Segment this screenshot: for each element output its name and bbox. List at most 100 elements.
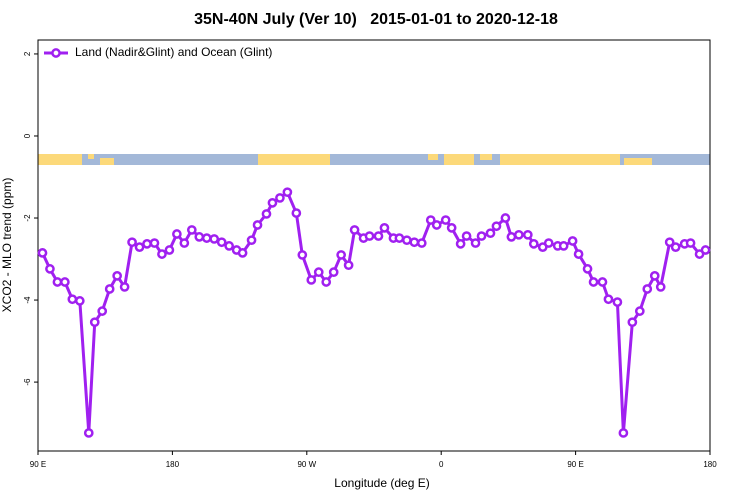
point [416, 238, 427, 248]
point [97, 306, 108, 316]
point [685, 238, 696, 248]
point [514, 229, 524, 240]
point [291, 208, 302, 218]
point [164, 245, 175, 255]
y-tick-label: -4 [23, 296, 32, 304]
point [186, 225, 197, 235]
point [379, 223, 390, 233]
land-band [624, 158, 652, 165]
point [522, 229, 533, 240]
point [649, 271, 660, 281]
land-band [38, 154, 82, 165]
point [83, 428, 94, 438]
point [313, 267, 324, 278]
point [528, 239, 539, 249]
point [603, 294, 614, 305]
point [321, 277, 332, 287]
point [267, 197, 278, 208]
point [612, 297, 623, 307]
point [402, 235, 412, 246]
point [89, 317, 100, 328]
y-tick-label: 0 [23, 133, 32, 138]
point [373, 231, 384, 241]
point [700, 245, 711, 255]
point [52, 277, 63, 287]
legend-label: Land (Nadir&Glint) and Ocean (Glint) [75, 45, 272, 59]
legend-marker [51, 48, 61, 58]
point [104, 284, 115, 294]
point [216, 237, 227, 248]
point [394, 233, 405, 243]
point [627, 317, 638, 328]
point [558, 241, 569, 251]
point [179, 238, 190, 248]
point [491, 221, 502, 232]
land-band [88, 154, 94, 159]
point [237, 248, 248, 258]
point [500, 213, 511, 223]
point [201, 233, 212, 243]
land-band [480, 154, 492, 160]
land-band [100, 158, 114, 165]
point [45, 264, 55, 274]
point [440, 215, 451, 225]
point [655, 282, 666, 292]
point [149, 238, 160, 248]
point [573, 249, 584, 259]
point [425, 215, 436, 225]
point [336, 250, 346, 260]
point [172, 229, 182, 239]
land-ocean-strip [38, 154, 710, 165]
point [328, 267, 339, 278]
plot-frame [37, 39, 711, 452]
point [349, 225, 360, 235]
land-band [500, 154, 620, 165]
point [112, 271, 122, 281]
point [142, 239, 152, 249]
ocean-band [38, 154, 710, 165]
point [485, 228, 496, 239]
point [306, 275, 317, 285]
point [67, 294, 78, 305]
point [246, 235, 257, 246]
x-tick-label: 0 [439, 460, 444, 469]
point [597, 277, 608, 287]
x-tick-label: 90 E [567, 460, 583, 469]
point [252, 220, 263, 230]
x-tick-label: 180 [703, 460, 717, 469]
land-band [258, 154, 330, 165]
point [567, 236, 578, 246]
point [543, 238, 554, 248]
land-band [428, 154, 438, 160]
point [275, 193, 285, 203]
point [431, 220, 442, 230]
point [470, 238, 481, 248]
point [664, 237, 675, 248]
point [209, 234, 220, 244]
point [409, 237, 420, 248]
y-tick-label: -2 [23, 214, 32, 222]
point [194, 232, 205, 242]
point [134, 242, 145, 252]
point [582, 264, 593, 274]
point [506, 232, 517, 242]
point [455, 239, 466, 249]
point [37, 248, 48, 258]
point [634, 306, 645, 316]
point [461, 231, 472, 241]
point [282, 187, 293, 198]
point [74, 296, 85, 306]
point [60, 277, 70, 287]
chart-title: 35N-40N July (Ver 10) 2015-01-01 to 2020… [194, 11, 558, 28]
point [343, 260, 354, 271]
point [364, 231, 375, 241]
x-tick-label: 90 E [30, 460, 46, 469]
point [618, 428, 629, 438]
point [261, 209, 272, 219]
point [127, 237, 137, 248]
x-tick-label: 90 W [297, 460, 316, 469]
x-tick-label: 180 [166, 460, 180, 469]
land-band [444, 154, 474, 165]
series-line [41, 189, 707, 434]
